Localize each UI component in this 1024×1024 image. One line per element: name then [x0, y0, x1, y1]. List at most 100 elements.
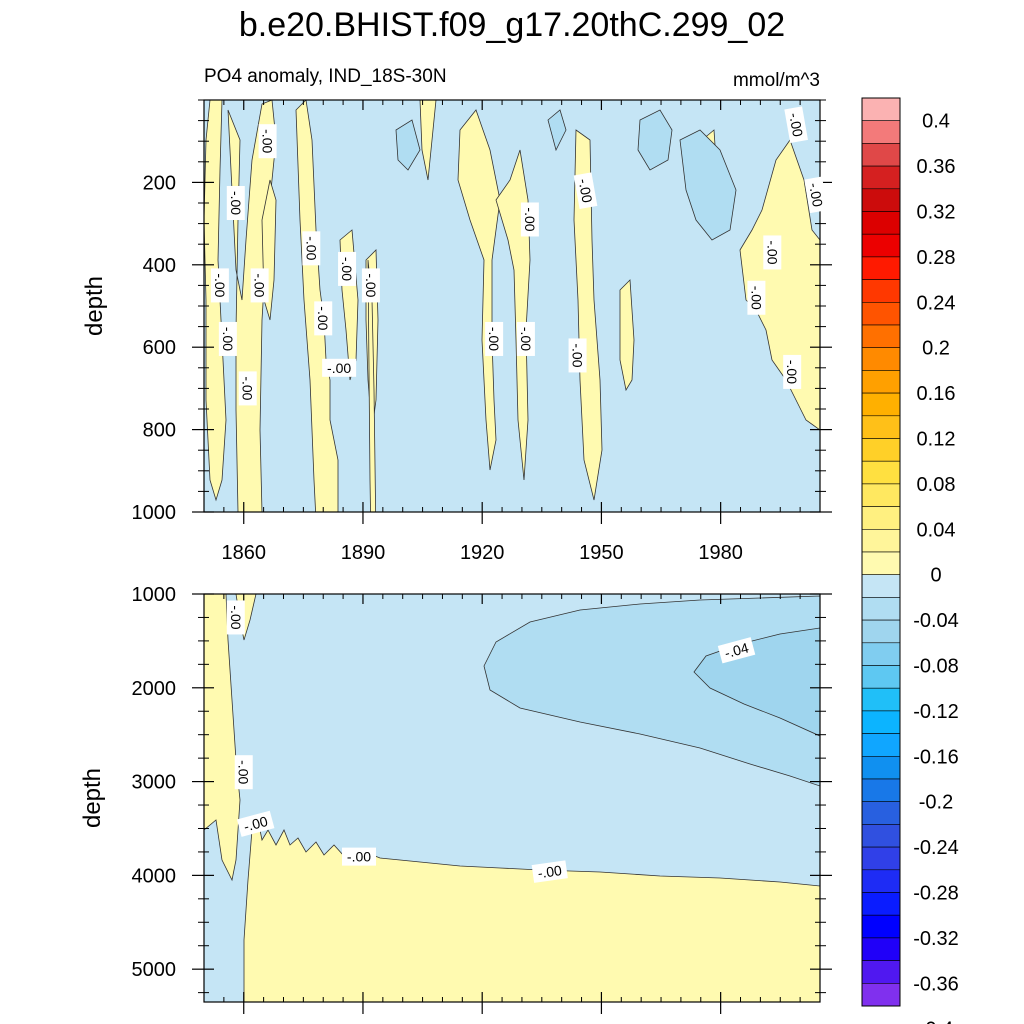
colorbar-label: -0.32 — [913, 928, 959, 950]
colorbar-box — [861, 551, 901, 576]
contour-label: -.00 — [338, 251, 357, 286]
colorbar-label: 0 — [930, 565, 941, 587]
colorbar-box — [861, 710, 901, 734]
contour-label: -.00 — [361, 268, 380, 303]
contour-label-bg — [341, 847, 376, 866]
contour-label-text: -.00 — [486, 327, 502, 351]
contour-label-text: -.00 — [522, 207, 538, 231]
colorbar-box — [861, 733, 901, 757]
contour-label: -.00 — [258, 124, 277, 159]
contour-label-bg — [234, 755, 253, 790]
colorbar-box — [861, 914, 901, 939]
colorbar-box — [861, 574, 901, 598]
contour-label-text: -.00 — [220, 327, 236, 351]
contour-label: -.00 — [784, 106, 808, 144]
contour-label-bg — [784, 106, 808, 144]
contour-label-text: -.00 — [240, 376, 256, 400]
colorbar-label: 0.2 — [922, 338, 950, 360]
colorbar-label: -0.16 — [913, 746, 959, 768]
contour-label: -.00 — [218, 321, 237, 356]
colorbar-label: 0.32 — [917, 202, 956, 224]
colorbar-label: -0.36 — [913, 973, 959, 995]
colorbar-box — [861, 301, 901, 326]
x-tick-label: 1920 — [460, 542, 505, 564]
contour-label-text: -.00 — [347, 849, 371, 865]
contour-label: -.00 — [226, 186, 245, 220]
colorbar-box — [861, 665, 901, 689]
contour-label-text: -.00 — [260, 129, 276, 153]
colorbar-label: 0.04 — [917, 519, 956, 541]
colorbar-box — [861, 642, 901, 666]
negative-region — [395, 119, 421, 171]
contour-label-text: -.00 — [764, 240, 780, 264]
contour-label-bg — [302, 231, 321, 266]
contour-label-text: -.00 — [303, 236, 319, 260]
colorbar-box — [861, 438, 901, 462]
colorbar-box — [861, 597, 901, 621]
contour-label: -.00 — [341, 847, 376, 866]
colorbar-box — [861, 892, 901, 916]
negative-region — [637, 109, 673, 171]
positive-region — [367, 259, 377, 512]
contour-label-bg — [717, 637, 756, 664]
x-tick-label: 1950 — [579, 542, 624, 564]
colorbar-label: -0.28 — [913, 883, 959, 905]
contour-label-text: -.00 — [784, 360, 800, 384]
upper-panel: PO4 anomaly, IND_18S-30N mmol/m^3 — [81, 66, 832, 564]
colorbar-box — [861, 960, 901, 984]
colorbar-box — [861, 619, 901, 644]
colorbar-label: -0.4 — [919, 1019, 953, 1024]
contour-label-text: -.00 — [748, 286, 764, 310]
colorbar: 0.4 0.36 0.32 0.28 0.24 0.2 0.16 0.12 0.08 0.04 0 -… — [861, 97, 959, 1024]
y-tick-label: 5000 — [132, 959, 177, 981]
positive-region — [457, 109, 501, 471]
contour-label-bg — [314, 301, 333, 336]
contour-label-bg — [763, 235, 782, 270]
colorbar-box — [861, 324, 901, 349]
colorbar-frame — [861, 97, 901, 1007]
colorbar-box — [861, 801, 901, 825]
x-tick-label: 1980 — [698, 542, 743, 564]
colorbar-box — [861, 755, 901, 780]
lower-positive-bottom — [243, 818, 820, 1002]
contour-label-bg — [210, 268, 229, 303]
colorbar-box — [861, 120, 901, 144]
contour-label-text: -.00 — [576, 177, 596, 204]
contour-label: -.00 — [226, 600, 245, 635]
contour-label-text: -.00 — [518, 327, 534, 351]
contour-label-bg — [485, 321, 504, 356]
contour-label: -.00 — [485, 321, 504, 356]
contour-label: -.00 — [531, 860, 568, 883]
x-tick-label: 1860 — [221, 542, 266, 564]
colorbar-box — [861, 483, 901, 507]
colorbar-box — [861, 211, 901, 235]
contour-label-bg — [531, 860, 568, 883]
contour-label-bg — [361, 268, 380, 303]
contour-label-bg — [258, 124, 277, 159]
colorbar-box — [861, 460, 901, 485]
contour-label-text: -.00 — [570, 343, 586, 367]
upper-ticks: 1860 1890 1920 1950 1980 200 400 600 800 1000 — [132, 99, 832, 564]
colorbar-label: 0.12 — [917, 429, 956, 451]
x-tick-label: 1890 — [341, 542, 386, 564]
contour-label-bg — [568, 338, 587, 373]
contour-label-bg — [238, 371, 257, 406]
colorbar-box — [861, 846, 901, 871]
contour-label-bg — [218, 321, 237, 356]
colorbar-box — [861, 824, 901, 848]
colorbar-box — [861, 506, 901, 530]
colorbar-box — [861, 347, 901, 371]
lower-plot-frame — [203, 593, 821, 1003]
contour-label-bg — [783, 354, 802, 389]
contour-label-text: -.00 — [212, 273, 228, 297]
contour-label-bg — [804, 176, 828, 214]
colorbar-box — [861, 778, 901, 803]
contour-label-bg — [322, 358, 357, 377]
colorbar-box — [861, 869, 901, 893]
y-tick-label: 2000 — [132, 678, 177, 700]
contour-label-text: -.00 — [228, 191, 244, 215]
contour-label: -.04 — [717, 637, 756, 664]
contour-label-text: -.04 — [723, 639, 751, 661]
contour-label: -.00 — [238, 371, 257, 406]
colorbar-box — [861, 188, 901, 212]
